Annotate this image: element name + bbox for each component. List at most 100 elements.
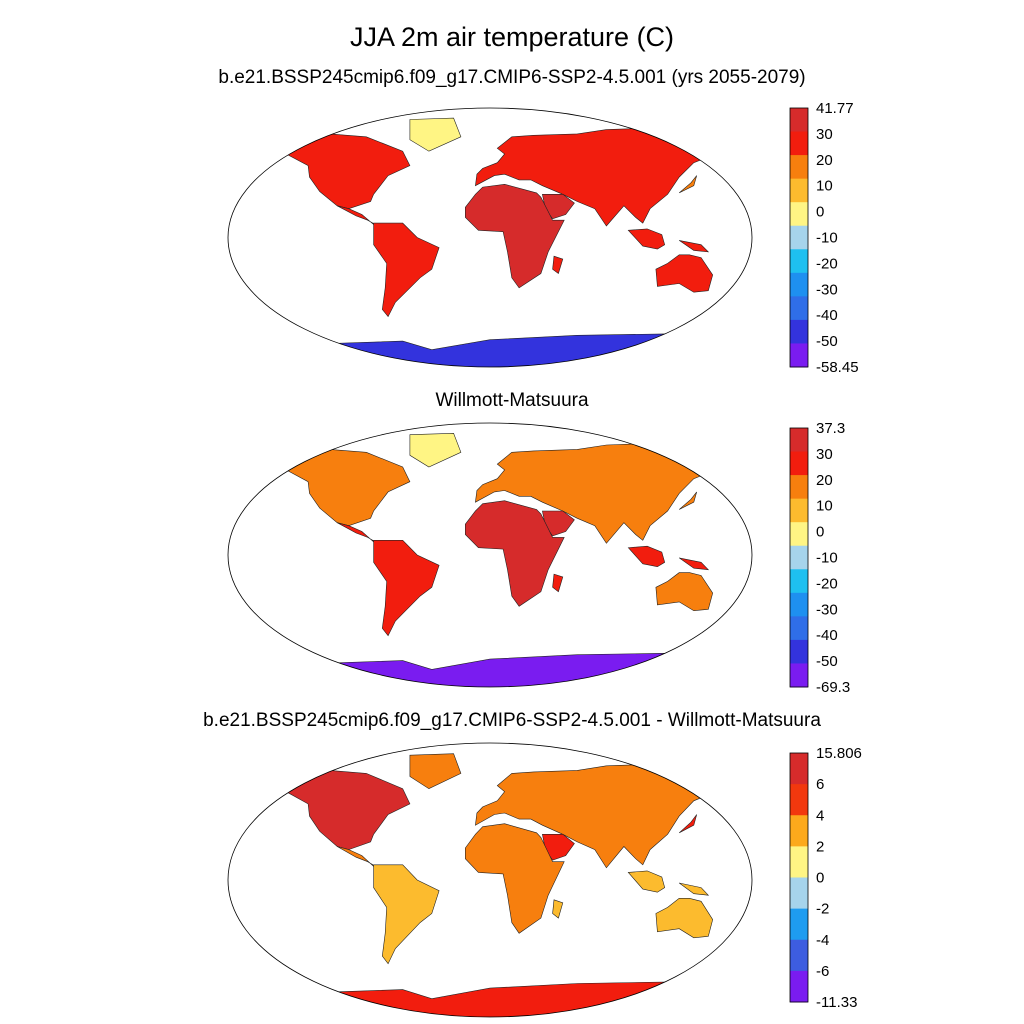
colorbar-tick-label: 41.77 <box>816 100 854 117</box>
map-panel-observation <box>227 422 753 688</box>
colorbar-swatch <box>790 343 808 368</box>
colorbar-swatch <box>790 202 808 227</box>
south-america <box>373 540 440 637</box>
colorbar-swatch <box>790 970 808 1003</box>
colorbar-swatch <box>790 908 808 941</box>
new-zealand <box>734 607 750 623</box>
map-outline <box>227 107 753 368</box>
colorbar-swatch <box>790 846 808 878</box>
north-america <box>244 133 411 210</box>
colorbar-tick-label: 0 <box>816 524 824 541</box>
colorbar-tick-label: 4 <box>816 807 824 824</box>
colorbar-tick-label: 30 <box>816 446 833 463</box>
map-panel-model <box>227 107 753 368</box>
new-guinea <box>679 557 710 571</box>
africa <box>465 823 565 934</box>
greenland <box>409 432 462 468</box>
colorbar-tick-label: -11.33 <box>816 994 857 1010</box>
north-america <box>244 770 411 850</box>
australia <box>655 572 714 612</box>
japan <box>679 491 697 510</box>
eurasia <box>475 763 752 869</box>
colorbar-swatch <box>790 249 808 274</box>
eurasia <box>475 127 752 227</box>
colorbar-swatch <box>790 319 808 344</box>
colorbar-tick-label: 0 <box>816 204 824 221</box>
colorbar-tick-label: -20 <box>816 575 838 592</box>
map-panel-difference <box>227 742 753 1018</box>
colorbar-tick-label: -40 <box>816 627 838 644</box>
new-guinea <box>679 882 710 896</box>
greenland <box>409 117 462 152</box>
antarctica <box>228 333 752 367</box>
colorbar-tick-label: 15.806 <box>816 745 862 762</box>
colorbar-swatch <box>790 296 808 321</box>
colorbar-tick-label: -50 <box>816 653 838 670</box>
new-zealand <box>734 288 750 305</box>
colorbar-swatch <box>790 225 808 250</box>
north-america <box>244 449 411 527</box>
colorbar-swatch <box>790 639 808 664</box>
greenland <box>409 753 462 790</box>
panel-3-title: b.e21.BSSP245cmip6.f09_g17.CMIP6-SSP2-4.… <box>203 710 821 731</box>
maritime-continent <box>627 228 666 250</box>
central-america <box>337 205 379 227</box>
map-outline <box>227 742 753 1018</box>
colorbar-swatch <box>790 155 808 180</box>
colorbar-tick-label: -10 <box>816 550 838 567</box>
colorbar-tick-label: -10 <box>816 230 838 247</box>
colorbar-difference: 15.806 6 4 2 0 -2 -4 -6 -11.33 <box>789 745 862 1010</box>
antarctica <box>228 981 752 1017</box>
antarctica <box>228 652 752 687</box>
colorbar-tick-label: -50 <box>816 333 838 350</box>
panel-1-title: b.e21.BSSP245cmip6.f09_g17.CMIP6-SSP2-4.… <box>218 67 806 88</box>
colorbar-swatch <box>790 428 808 453</box>
colorbar-tick-label: 10 <box>816 178 833 195</box>
colorbar-tick-label: 10 <box>816 498 833 515</box>
colorbar-tick-label: -4 <box>816 932 829 949</box>
colorbar-tick-label: -30 <box>816 601 838 618</box>
colorbar-model: 41.77 30 20 10 0 -10 -20 -30 -40 -50 -58.45 <box>789 100 859 375</box>
south-america <box>373 864 440 965</box>
colorbar-tick-label: -30 <box>816 281 838 298</box>
colorbar-tick-label: -58.45 <box>816 359 859 375</box>
colorbar-swatch <box>790 498 808 523</box>
colorbar-swatch <box>790 616 808 641</box>
colorbar-tick-label: -40 <box>816 307 838 324</box>
map-outline <box>227 422 753 688</box>
africa <box>465 183 565 289</box>
madagascar <box>552 255 564 274</box>
maritime-continent <box>627 870 666 893</box>
colorbar-tick-label: -69.3 <box>816 679 850 695</box>
colorbar-swatch <box>790 178 808 203</box>
africa <box>465 500 565 607</box>
colorbar-tick-label: -2 <box>816 901 829 918</box>
australia <box>655 898 714 939</box>
panel-2-title: Willmott-Matsuura <box>435 390 589 411</box>
colorbar-swatch <box>790 475 808 500</box>
colorbar-tick-label: 0 <box>816 870 824 887</box>
colorbar-swatch <box>790 784 808 816</box>
central-america <box>337 846 379 869</box>
colorbar-swatch <box>790 272 808 297</box>
colorbar-observation: 37.3 30 20 10 0 -10 -20 -30 -40 -50 -69.3 <box>789 420 850 695</box>
new-guinea <box>679 240 710 253</box>
colorbar-swatch <box>790 815 808 847</box>
madagascar <box>552 899 564 919</box>
central-america <box>337 522 379 544</box>
colorbar-swatch <box>790 663 808 688</box>
colorbar-tick-label: 20 <box>816 152 833 169</box>
south-america <box>373 222 440 318</box>
australia <box>655 254 714 293</box>
new-zealand <box>734 934 750 951</box>
colorbar-tick-label: 37.3 <box>816 420 845 437</box>
colorbar-tick-label: -20 <box>816 255 838 272</box>
colorbar-swatch <box>790 877 808 910</box>
colorbar-swatch <box>790 108 808 133</box>
colorbar-swatch <box>790 131 808 156</box>
colorbar-swatch <box>790 939 808 972</box>
eurasia <box>475 443 752 544</box>
colorbar-swatch <box>790 545 808 570</box>
madagascar <box>552 573 564 593</box>
colorbar-tick-label: 20 <box>816 472 833 489</box>
